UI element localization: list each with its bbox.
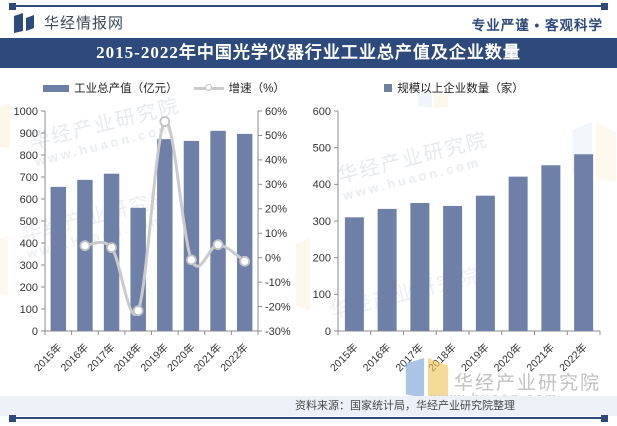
- svg-text:2015年: 2015年: [31, 341, 64, 374]
- svg-text:40%: 40%: [265, 155, 287, 167]
- svg-text:1000: 1000: [14, 106, 38, 118]
- top-divider: [9, 2, 608, 10]
- data-source-note: 资料来源：国家统计局，华经产业研究院整理: [295, 400, 515, 412]
- svg-text:100: 100: [313, 289, 331, 301]
- legend-label: 工业总产值（亿元）: [74, 83, 178, 95]
- svg-text:2020年: 2020年: [164, 341, 197, 374]
- svg-text:500: 500: [20, 216, 38, 228]
- svg-text:10%: 10%: [265, 228, 287, 240]
- svg-text:0: 0: [325, 326, 331, 338]
- svg-text:2022年: 2022年: [557, 341, 590, 374]
- legend-item-enterprise-count: 规模以上企业数量（家）: [384, 80, 524, 96]
- svg-text:2015年: 2015年: [327, 341, 360, 374]
- legend-label: 增速（%）: [228, 83, 285, 95]
- square-swatch-icon: [384, 84, 393, 92]
- legend-item-output-value: 工业总产值（亿元）: [43, 80, 178, 96]
- svg-text:700: 700: [20, 172, 38, 184]
- legend-output-chart: 工业总产值（亿元） 增速（%）: [8, 80, 320, 96]
- page-title: 2015-2022年中国光学仪器行业工业总产值及企业数量: [0, 38, 617, 68]
- svg-text:60%: 60%: [265, 106, 287, 118]
- svg-text:2020年: 2020年: [491, 341, 524, 374]
- svg-text:2019年: 2019年: [138, 341, 171, 374]
- svg-text:300: 300: [313, 216, 331, 228]
- divider-end-square: [9, 414, 16, 422]
- legend-enterprise-chart: 规模以上企业数量（家）: [296, 80, 612, 96]
- svg-text:200: 200: [313, 252, 331, 264]
- svg-text:-10%: -10%: [265, 277, 291, 289]
- output-value-combo-chart: 0 100 200 300 400 500 600 700 800 900 1000 -30% -20%…: [14, 106, 291, 374]
- svg-text:2018年: 2018年: [111, 341, 144, 374]
- svg-text:600: 600: [313, 106, 331, 118]
- svg-text:2018年: 2018年: [426, 341, 459, 374]
- svg-text:30%: 30%: [265, 179, 287, 191]
- legend-item-growth-rate: 增速（%）: [193, 80, 285, 96]
- svg-text:2017年: 2017年: [393, 341, 426, 374]
- svg-text:400: 400: [20, 238, 38, 250]
- header-slogan: 专业严谨 • 客观科学: [471, 18, 603, 33]
- svg-text:0%: 0%: [265, 252, 281, 264]
- bottom-divider: [9, 414, 608, 422]
- svg-text:0: 0: [32, 326, 38, 338]
- svg-text:100: 100: [20, 304, 38, 316]
- svg-text:-30%: -30%: [265, 326, 291, 338]
- svg-text:2021年: 2021年: [191, 341, 224, 374]
- footer-strip: [0, 396, 617, 416]
- svg-text:2021年: 2021年: [524, 341, 557, 374]
- svg-text:2019年: 2019年: [458, 341, 491, 374]
- legend-label: 规模以上企业数量（家）: [397, 83, 524, 95]
- divider-end-square: [601, 414, 608, 422]
- svg-text:2017年: 2017年: [85, 341, 118, 374]
- svg-text:400: 400: [313, 179, 331, 191]
- svg-text:50%: 50%: [265, 130, 287, 142]
- divider-end-square: [9, 2, 16, 10]
- svg-text:600: 600: [20, 194, 38, 206]
- svg-text:300: 300: [20, 260, 38, 272]
- svg-text:-20%: -20%: [265, 301, 291, 313]
- svg-text:2016年: 2016年: [58, 341, 91, 374]
- svg-text:800: 800: [20, 150, 38, 162]
- svg-text:2016年: 2016年: [360, 341, 393, 374]
- svg-text:900: 900: [20, 128, 38, 140]
- svg-text:500: 500: [313, 142, 331, 154]
- brand-logo-icon: [14, 12, 34, 33]
- svg-text:200: 200: [20, 282, 38, 294]
- divider-end-square: [601, 2, 608, 10]
- line-marker-swatch-icon: [193, 83, 224, 91]
- brand-name: 华经情报网: [44, 15, 125, 32]
- svg-text:2022年: 2022年: [218, 341, 251, 374]
- brand: 华经情报网: [14, 12, 124, 33]
- bar-swatch-icon: [43, 84, 70, 92]
- svg-text:20%: 20%: [265, 204, 287, 216]
